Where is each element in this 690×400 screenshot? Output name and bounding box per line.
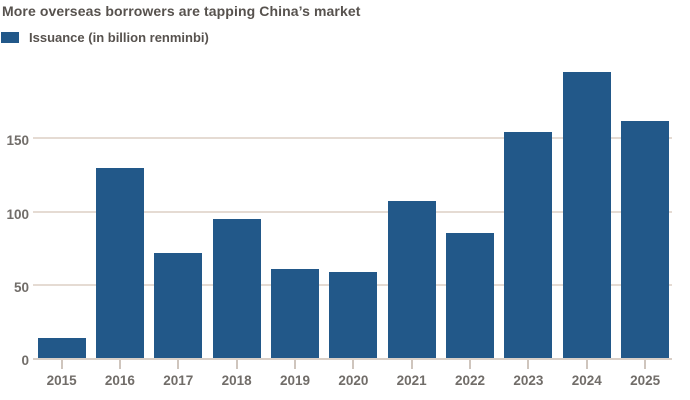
bar-2023 bbox=[504, 132, 553, 358]
bar-2017 bbox=[154, 252, 203, 358]
x-tick-label-2020: 2020 bbox=[338, 373, 369, 388]
x-tick-2015 bbox=[60, 360, 63, 369]
bar-2021 bbox=[387, 201, 436, 358]
x-tick-label-2024: 2024 bbox=[571, 373, 602, 388]
bar-2022 bbox=[446, 233, 495, 358]
x-tick-2016 bbox=[118, 360, 121, 369]
y-tick-label-150: 150 bbox=[6, 133, 29, 149]
bar-2025 bbox=[621, 120, 670, 358]
x-tick-2018 bbox=[235, 360, 238, 369]
bar-2016 bbox=[95, 167, 144, 358]
plot-area bbox=[33, 65, 672, 360]
legend: Issuance (in billion renminbi) bbox=[1, 30, 209, 45]
bar-2024 bbox=[562, 72, 611, 358]
x-tick-label-2017: 2017 bbox=[163, 373, 194, 388]
x-tick-label-2025: 2025 bbox=[630, 373, 661, 388]
bar-2018 bbox=[212, 218, 261, 358]
x-tick-2024 bbox=[585, 360, 588, 369]
chart-title: More overseas borrowers are tapping Chin… bbox=[2, 3, 361, 19]
x-tick-label-2015: 2015 bbox=[46, 373, 77, 388]
legend-swatch bbox=[1, 32, 19, 43]
x-axis-line bbox=[33, 358, 672, 360]
x-tick-label-2016: 2016 bbox=[104, 373, 135, 388]
x-tick-2022 bbox=[469, 360, 472, 369]
y-tick-label-0: 0 bbox=[21, 353, 29, 368]
y-tick-label-50: 50 bbox=[13, 279, 29, 295]
x-tick-label-2018: 2018 bbox=[221, 373, 252, 388]
gridline-150 bbox=[33, 137, 672, 140]
x-tick-2025 bbox=[644, 360, 647, 369]
x-tick-2019 bbox=[294, 360, 296, 369]
bar-2019 bbox=[271, 268, 319, 358]
y-tick-label-100: 100 bbox=[6, 206, 29, 222]
x-tick-label-2023: 2023 bbox=[513, 373, 544, 388]
bar-2015 bbox=[37, 337, 86, 358]
bar-2020 bbox=[329, 271, 378, 358]
x-tick-2021 bbox=[410, 360, 413, 369]
x-tick-2020 bbox=[352, 360, 355, 369]
gridline-100 bbox=[33, 210, 672, 213]
legend-label: Issuance (in billion renminbi) bbox=[29, 30, 209, 45]
x-tick-2017 bbox=[177, 360, 180, 369]
x-tick-label-2022: 2022 bbox=[455, 373, 486, 388]
x-tick-label-2019: 2019 bbox=[279, 373, 311, 388]
x-tick-label-2021: 2021 bbox=[396, 373, 427, 388]
x-tick-2023 bbox=[527, 360, 530, 369]
